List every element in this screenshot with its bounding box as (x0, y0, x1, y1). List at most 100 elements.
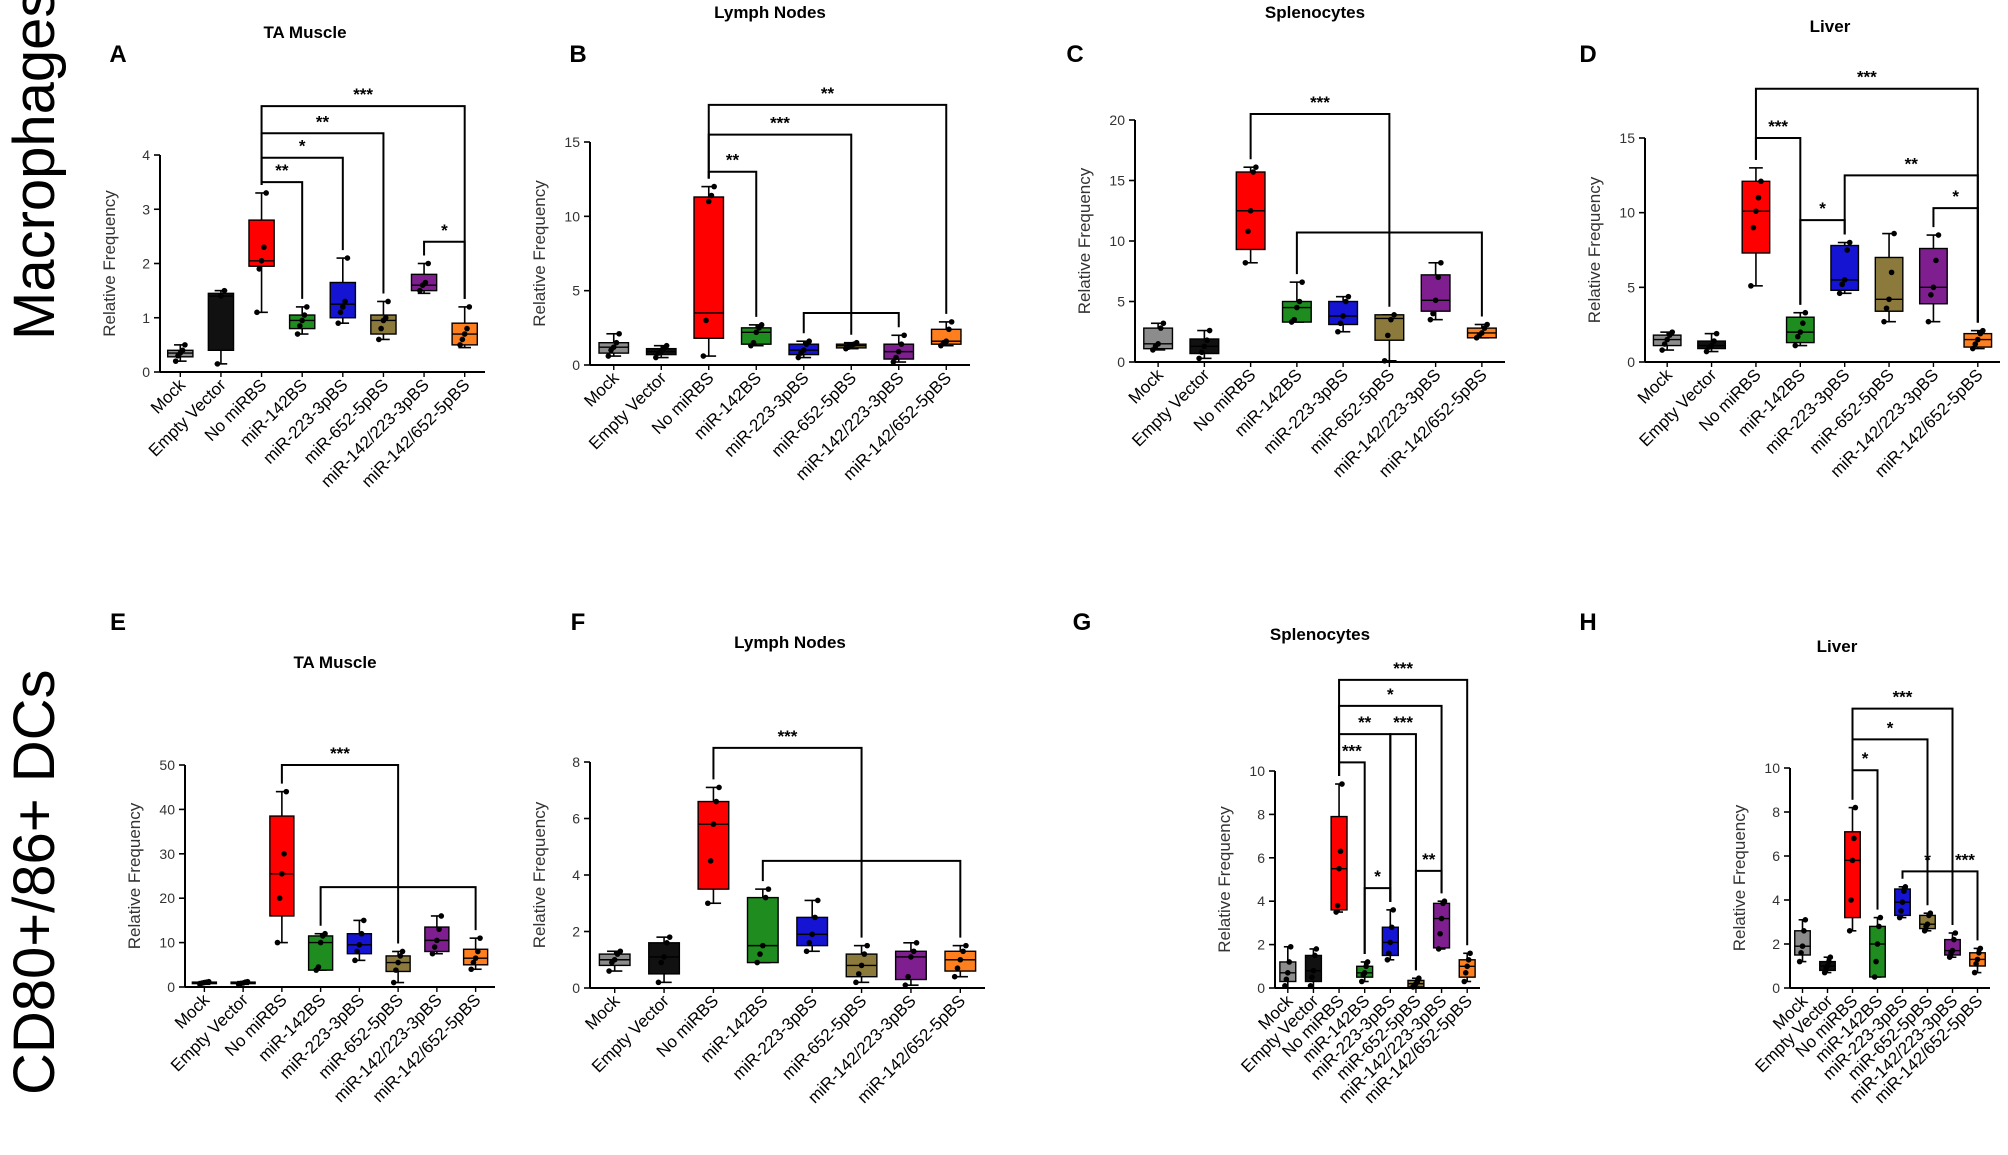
y-tick-label: 50 (159, 757, 175, 773)
significance-label: *** (353, 85, 373, 104)
data-point (954, 965, 961, 972)
data-point (1381, 357, 1388, 364)
data-point (1898, 908, 1904, 914)
y-tick-label: 8 (1772, 804, 1780, 820)
significance-label: * (1924, 850, 1931, 869)
data-point (1797, 329, 1804, 335)
data-point (809, 931, 815, 938)
data-point (910, 948, 917, 955)
panel-letter: A (109, 41, 126, 68)
data-point (466, 304, 473, 310)
data-point (1391, 312, 1397, 318)
data-point (172, 358, 179, 364)
data-point (1438, 915, 1445, 922)
box-7 (883, 332, 915, 365)
data-point (795, 354, 802, 361)
significance-bracket: *** (1338, 659, 1469, 946)
significance-label: ** (1905, 154, 1919, 173)
panel-title: Liver (1810, 17, 1851, 36)
data-point (1799, 943, 1806, 949)
data-point (1384, 956, 1391, 963)
significance-bracket: ** (707, 84, 948, 314)
data-point (765, 886, 772, 892)
data-point (750, 339, 757, 346)
box-1 (598, 330, 630, 359)
data-point (1299, 279, 1305, 285)
data-point (703, 317, 709, 324)
data-point (754, 959, 761, 966)
data-point (395, 959, 401, 966)
data-point (710, 821, 717, 827)
box-body (269, 815, 295, 917)
data-point (760, 942, 766, 949)
data-point (1339, 781, 1345, 787)
y-tick-label: 5 (572, 283, 580, 299)
data-point (182, 342, 188, 348)
data-point (1750, 224, 1757, 231)
data-point (858, 962, 865, 969)
box-1 (1143, 320, 1174, 353)
y-tick-label: 20 (159, 890, 175, 906)
data-point (1949, 947, 1956, 954)
data-point (1345, 293, 1352, 300)
y-tick-label: 0 (1772, 980, 1780, 996)
data-point (304, 304, 310, 310)
panel-title: TA Muscle (293, 653, 376, 672)
data-point (1461, 978, 1468, 985)
data-point (1800, 320, 1806, 326)
panel-title: Liver (1817, 637, 1858, 656)
data-point (1899, 899, 1906, 905)
significance-bracket: ** (1414, 850, 1443, 971)
box-8 (1969, 945, 1986, 976)
significance-label: *** (770, 114, 790, 133)
data-point (1441, 898, 1448, 904)
bracket-line (280, 764, 400, 944)
y-tick-label: 2 (1772, 936, 1780, 952)
bracket-line (1851, 707, 1954, 925)
data-point (1242, 259, 1249, 266)
data-point (1849, 857, 1856, 864)
data-point (472, 955, 479, 961)
box-7 (410, 260, 438, 295)
box-body (1830, 244, 1860, 292)
data-point (611, 956, 618, 963)
data-point (258, 257, 265, 264)
data-point (658, 959, 665, 966)
data-point (943, 338, 950, 345)
data-point (1358, 978, 1365, 985)
data-point (283, 788, 290, 795)
data-point (335, 320, 341, 326)
box-7 (424, 913, 450, 957)
box-body (1844, 831, 1861, 919)
box-body (746, 896, 779, 964)
bracket-line (1389, 733, 1417, 971)
data-point (393, 967, 399, 973)
data-point (397, 953, 404, 959)
data-point (948, 319, 955, 325)
significance-bracket: * (1932, 187, 1979, 323)
data-point (1386, 950, 1392, 957)
box-6 (1874, 230, 1904, 325)
data-point (1933, 257, 1939, 264)
data-point (1976, 950, 1982, 956)
y-axis-label: Relative Frequency (530, 180, 549, 327)
box-body (697, 800, 730, 890)
y-tick-label: 0 (167, 979, 175, 995)
data-point (1891, 230, 1897, 237)
data-point (1291, 316, 1298, 323)
y-tick-label: 0 (1117, 354, 1125, 370)
data-point (1844, 247, 1851, 253)
box-body (207, 292, 235, 351)
data-point (890, 359, 897, 365)
significance-label: * (1862, 749, 1869, 768)
data-point (1467, 950, 1473, 957)
data-point (905, 973, 911, 980)
data-point (1286, 959, 1293, 965)
significance-bracket (1295, 231, 1483, 317)
box-body (796, 916, 829, 947)
data-point (853, 339, 860, 346)
data-point (663, 342, 670, 349)
data-point (812, 914, 818, 921)
data-point (1462, 970, 1469, 976)
